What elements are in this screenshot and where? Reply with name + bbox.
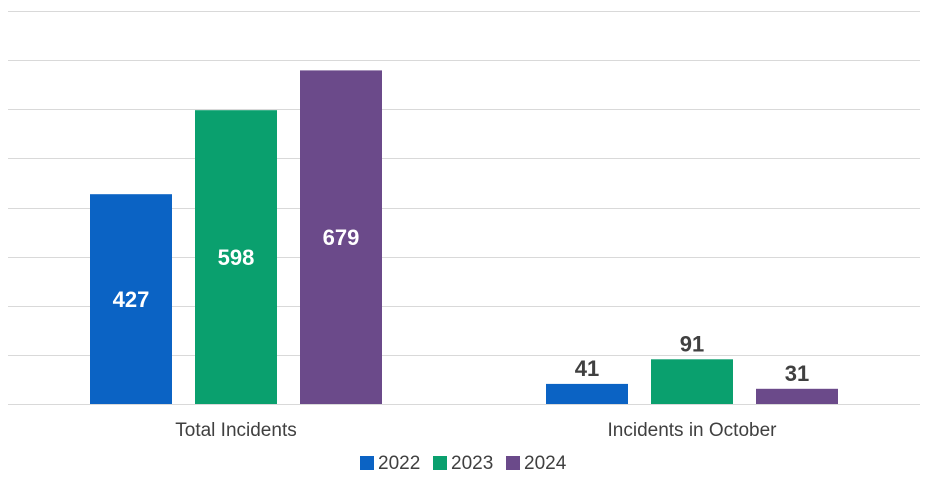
data-labels: 427 598 679 41 91 31: [113, 225, 810, 386]
bar-2022-1: [546, 383, 628, 404]
legend-item-2024: 2024: [506, 453, 567, 474]
bar-2023-1: [651, 359, 733, 404]
data-label-2022-0: 427: [113, 287, 150, 312]
category-label: Total Incidents: [175, 420, 296, 441]
data-label-2023-0: 598: [218, 245, 255, 270]
data-label-2024-1: 31: [785, 361, 809, 386]
bar-2024-1: [756, 388, 838, 404]
legend: 2022 2023 2024: [360, 453, 567, 474]
legend-swatch: [433, 456, 447, 470]
bar-2023-0: [195, 110, 277, 404]
legend-swatch: [506, 456, 520, 470]
legend-label: 2024: [524, 453, 567, 474]
category-label: Incidents in October: [608, 420, 778, 441]
legend-label: 2023: [451, 453, 493, 474]
bar-2024-0: [300, 70, 382, 405]
bar-2022-0: [90, 194, 172, 404]
bars: [90, 70, 838, 405]
category-axis-labels: Total Incidents Incidents in October: [175, 420, 777, 441]
data-label-2023-1: 91: [680, 331, 704, 356]
data-label-2024-0: 679: [323, 225, 360, 250]
legend-item-2023: 2023: [433, 453, 493, 474]
legend-item-2022: 2022: [360, 453, 420, 474]
legend-swatch: [360, 456, 374, 470]
data-label-2022-1: 41: [575, 356, 599, 381]
legend-label: 2022: [378, 453, 420, 474]
